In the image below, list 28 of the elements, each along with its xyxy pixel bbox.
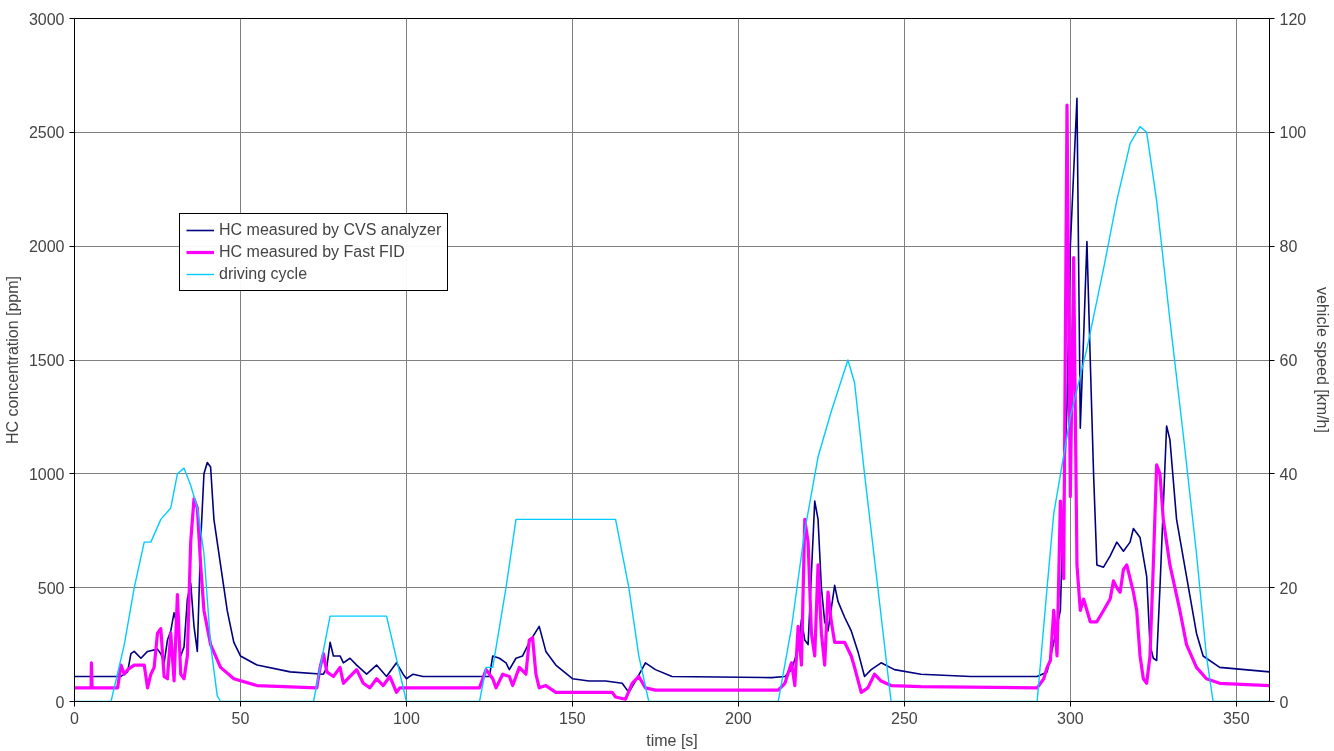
- x-tick-label: 0: [70, 709, 80, 727]
- y-tick-label: 2500: [28, 124, 65, 142]
- y-tick-label: 3000: [28, 10, 65, 28]
- y2-tick-label: 80: [1279, 238, 1298, 256]
- x-tick-label: 350: [1222, 709, 1250, 727]
- legend-label: driving cycle: [219, 264, 308, 284]
- y2-tick-label: 20: [1279, 579, 1298, 597]
- x-tick-label: 150: [559, 709, 586, 727]
- y-tick-label: 500: [37, 579, 65, 597]
- y-axis-title: HC concentration [ppm]: [3, 275, 21, 445]
- legend-label: HC measured by Fast FID: [219, 242, 405, 262]
- y2-tick-label: 100: [1279, 124, 1307, 142]
- y-tick-label: 1000: [28, 465, 65, 483]
- y2-tick-label: 120: [1279, 10, 1307, 28]
- x-axis-title: time [s]: [646, 731, 698, 749]
- x-tick-label: 250: [891, 709, 918, 727]
- y2-tick-label: 40: [1279, 465, 1298, 483]
- legend-label: HC measured by CVS analyzer: [219, 220, 442, 240]
- y2-axis-title: vehicle speed [km/h]: [1314, 287, 1332, 433]
- y-tick-label: 1500: [28, 352, 65, 369]
- x-tick-label: 200: [725, 709, 752, 727]
- x-tick-label: 100: [393, 709, 420, 727]
- x-tick-label: 300: [1056, 709, 1084, 727]
- y2-tick-label: 60: [1279, 352, 1298, 369]
- y2-tick-label: 0: [1279, 693, 1289, 711]
- y-tick-label: 2000: [28, 238, 65, 256]
- x-tick-label: 50: [231, 709, 250, 727]
- y-tick-label: 0: [55, 693, 65, 711]
